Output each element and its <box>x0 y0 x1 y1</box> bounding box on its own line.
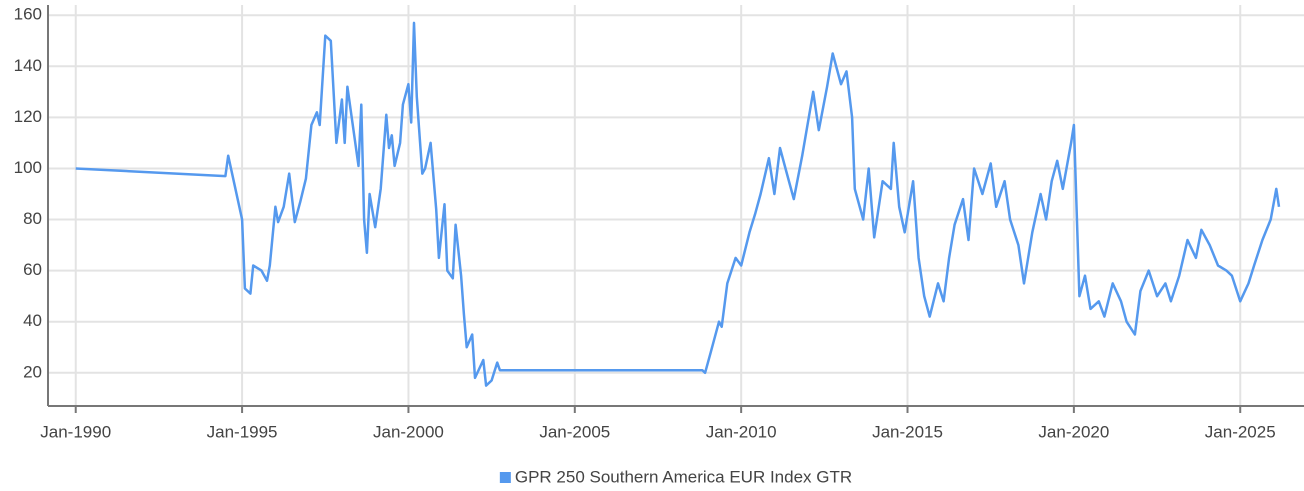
y-tick-label: 80 <box>23 209 42 228</box>
y-tick-label: 60 <box>23 260 42 279</box>
legend-label: GPR 250 Southern America EUR Index GTR <box>515 467 852 486</box>
x-tick-label: Jan-2010 <box>706 422 777 441</box>
legend-swatch <box>499 472 511 483</box>
x-tick-label: Jan-2025 <box>1205 422 1276 441</box>
x-tick-label: Jan-1990 <box>40 422 111 441</box>
y-tick-label: 160 <box>14 5 42 24</box>
legend: GPR 250 Southern America EUR Index GTR <box>499 467 852 486</box>
line <box>75 21 1281 387</box>
x-tick-label: Jan-2000 <box>373 422 444 441</box>
y-tick-label: 20 <box>23 362 42 381</box>
y-tick-label: 40 <box>23 311 42 330</box>
x-tick-label: Jan-2015 <box>872 422 943 441</box>
x-tick-label: Jan-2020 <box>1038 422 1109 441</box>
y-tick-label: 100 <box>14 158 42 177</box>
x-tick-label: Jan-2005 <box>539 422 610 441</box>
y-tick-label: 120 <box>14 107 42 126</box>
y-tick-label: 140 <box>14 56 42 75</box>
x-tick-label: Jan-1995 <box>207 422 278 441</box>
